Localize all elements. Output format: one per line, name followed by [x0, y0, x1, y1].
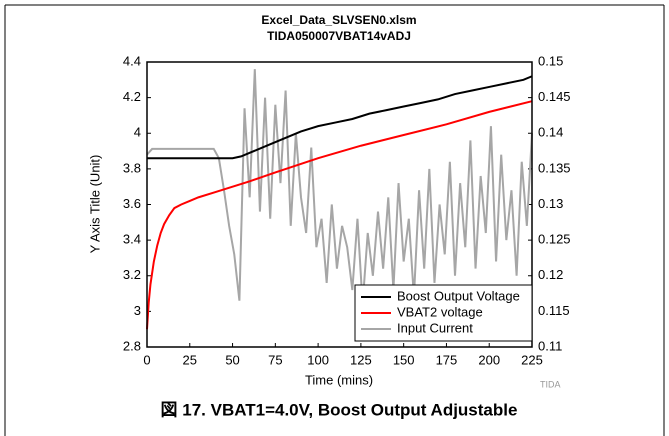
y2-tick-label: 0.14	[538, 125, 563, 140]
chart-title: Excel_Data_SLVSEN0.xlsm	[261, 13, 416, 27]
x-tick-label: 50	[225, 352, 239, 367]
y2-tick-label: 0.145	[538, 89, 571, 104]
series-line	[146, 100, 533, 330]
y-tick-label: 4.4	[123, 53, 141, 68]
x-tick-label: 175	[436, 352, 458, 367]
caption: 図 17. VBAT1=4.0V, Boost Output Adjustabl…	[161, 400, 518, 419]
plot-frame	[146, 61, 533, 348]
watermark: TIDA	[540, 379, 561, 389]
y2-tick-label: 0.115	[538, 303, 570, 318]
chart-subtitle: TIDA050007VBAT14vADJ	[267, 29, 411, 43]
x-tick-label: 25	[183, 352, 197, 367]
x-tick-label: 75	[268, 352, 282, 367]
y-tick-label: 3	[134, 303, 141, 318]
series-line	[147, 75, 533, 160]
legend-label: Boost Output Voltage	[397, 288, 520, 303]
legend-label: Input Current	[397, 320, 473, 335]
x-tick-label: 225	[521, 352, 543, 367]
y-tick-label: 3.2	[123, 267, 141, 282]
y2-tick-label: 0.15	[538, 53, 563, 68]
y2-tick-label: 0.12	[538, 267, 563, 282]
x-tick-label: 200	[478, 352, 500, 367]
y-tick-label: 3.8	[123, 160, 141, 175]
y-tick-label: 3.6	[123, 196, 141, 211]
y-tick-label: 2.8	[123, 338, 141, 353]
x-tick-label: 150	[393, 352, 415, 367]
y-tick-label: 3.4	[123, 232, 141, 247]
y2-tick-label: 0.135	[538, 160, 571, 175]
x-axis-label: Time (mins)	[305, 372, 373, 387]
x-tick-label: 0	[143, 352, 150, 367]
x-tick-label: 100	[307, 352, 329, 367]
y-axis-label: Y Axis Title (Unit)	[87, 155, 102, 254]
y2-tick-label: 0.11	[538, 338, 562, 353]
series-line	[146, 69, 533, 305]
x-tick-label: 125	[350, 352, 372, 367]
y-tick-label: 4	[134, 125, 141, 140]
y2-tick-label: 0.125	[538, 232, 571, 247]
legend-label: VBAT2 voltage	[397, 304, 483, 319]
y2-tick-label: 0.13	[538, 196, 563, 211]
y-tick-label: 4.2	[123, 89, 141, 104]
